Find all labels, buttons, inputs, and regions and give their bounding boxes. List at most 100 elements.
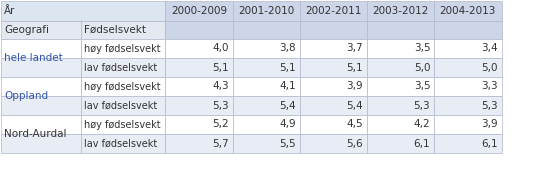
Text: 3,8: 3,8: [279, 43, 296, 53]
Text: 3,9: 3,9: [347, 81, 363, 92]
Bar: [233, 39, 300, 58]
Bar: [300, 77, 367, 96]
Bar: [434, 115, 502, 134]
Bar: [165, 115, 233, 134]
Text: 4,0: 4,0: [212, 43, 229, 53]
Bar: [233, 134, 300, 153]
Text: 2000-2009: 2000-2009: [171, 6, 227, 16]
Bar: [81, 115, 165, 134]
Text: 3,5: 3,5: [413, 81, 430, 92]
Text: 5,7: 5,7: [212, 139, 229, 148]
Bar: [233, 115, 300, 134]
Text: 5,0: 5,0: [481, 62, 498, 72]
Bar: [367, 1, 434, 21]
Bar: [367, 115, 434, 134]
Bar: [434, 21, 502, 39]
Bar: [1, 77, 81, 96]
Bar: [165, 77, 233, 96]
Bar: [165, 39, 233, 58]
Text: 4,9: 4,9: [279, 120, 296, 130]
Bar: [367, 134, 434, 153]
Bar: [233, 21, 300, 39]
Bar: [434, 58, 502, 77]
Text: 6,1: 6,1: [481, 139, 498, 148]
Bar: [81, 39, 165, 58]
Text: lav fødselsvekt: lav fødselsvekt: [84, 101, 157, 111]
Text: høy fødselsvekt: høy fødselsvekt: [84, 120, 160, 130]
Bar: [165, 96, 233, 115]
Bar: [300, 1, 367, 21]
Bar: [81, 77, 165, 96]
Bar: [165, 58, 233, 77]
Bar: [367, 96, 434, 115]
Bar: [367, 58, 434, 77]
Text: 2001-2010: 2001-2010: [238, 6, 295, 16]
Text: 4,3: 4,3: [212, 81, 229, 92]
Text: lav fødselsvekt: lav fødselsvekt: [84, 62, 157, 72]
Bar: [300, 58, 367, 77]
Bar: [1, 1, 165, 21]
Text: lav fødselsvekt: lav fødselsvekt: [84, 139, 157, 148]
Text: År: År: [4, 6, 16, 16]
Text: 3,4: 3,4: [481, 43, 498, 53]
Bar: [165, 21, 233, 39]
Bar: [434, 96, 502, 115]
Text: Geografi: Geografi: [4, 25, 49, 35]
Text: 5,2: 5,2: [212, 120, 229, 130]
Bar: [165, 1, 233, 21]
Bar: [434, 77, 502, 96]
Text: høy fødselsvekt: høy fødselsvekt: [84, 43, 160, 53]
Bar: [434, 134, 502, 153]
Bar: [81, 96, 165, 115]
Bar: [233, 1, 300, 21]
Text: 5,1: 5,1: [212, 62, 229, 72]
Text: Oppland: Oppland: [4, 91, 48, 101]
Text: høy fødselsvekt: høy fødselsvekt: [84, 81, 160, 92]
Bar: [233, 58, 300, 77]
Bar: [233, 77, 300, 96]
Bar: [1, 96, 81, 115]
Bar: [81, 134, 165, 153]
Bar: [300, 39, 367, 58]
Text: 4,2: 4,2: [413, 120, 430, 130]
Text: 5,0: 5,0: [414, 62, 430, 72]
Bar: [81, 21, 165, 39]
Text: 5,6: 5,6: [347, 139, 363, 148]
Text: 5,3: 5,3: [413, 101, 430, 111]
Text: 3,3: 3,3: [481, 81, 498, 92]
Text: hele landet: hele landet: [4, 53, 62, 63]
Bar: [165, 134, 233, 153]
Text: 2002-2011: 2002-2011: [305, 6, 362, 16]
Text: 3,7: 3,7: [347, 43, 363, 53]
Bar: [1, 21, 81, 39]
Text: 5,5: 5,5: [279, 139, 296, 148]
Text: 6,1: 6,1: [413, 139, 430, 148]
Text: Fødselsvekt: Fødselsvekt: [84, 25, 146, 35]
Bar: [434, 1, 502, 21]
Bar: [300, 115, 367, 134]
Bar: [300, 21, 367, 39]
Bar: [1, 134, 81, 153]
Bar: [434, 39, 502, 58]
Bar: [81, 58, 165, 77]
Bar: [233, 96, 300, 115]
Text: 4,1: 4,1: [279, 81, 296, 92]
Text: Nord-Aurdal: Nord-Aurdal: [4, 129, 66, 139]
Text: 3,5: 3,5: [413, 43, 430, 53]
Bar: [300, 96, 367, 115]
Text: 2003-2012: 2003-2012: [373, 6, 429, 16]
Bar: [1, 39, 81, 58]
Text: 5,1: 5,1: [279, 62, 296, 72]
Bar: [367, 21, 434, 39]
Text: 2004-2013: 2004-2013: [440, 6, 496, 16]
Bar: [300, 134, 367, 153]
Text: 3,9: 3,9: [481, 120, 498, 130]
Bar: [367, 39, 434, 58]
Text: 4,5: 4,5: [347, 120, 363, 130]
Text: 5,1: 5,1: [347, 62, 363, 72]
Text: 5,4: 5,4: [279, 101, 296, 111]
Text: 5,4: 5,4: [347, 101, 363, 111]
Bar: [1, 115, 81, 134]
Text: 5,3: 5,3: [481, 101, 498, 111]
Bar: [1, 58, 81, 77]
